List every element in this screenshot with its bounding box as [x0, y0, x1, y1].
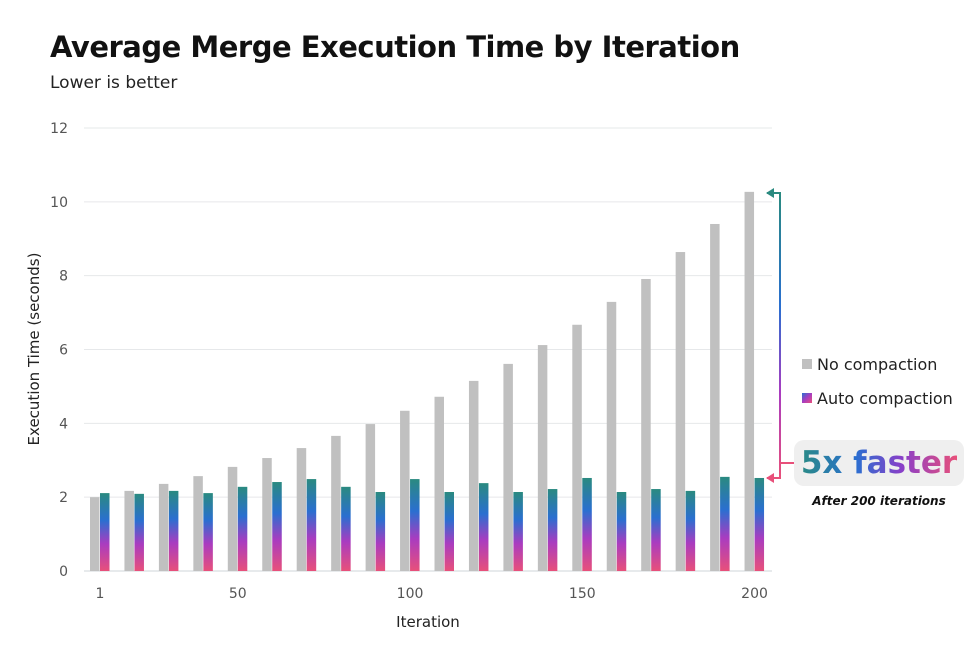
bar-auto-compaction [685, 490, 696, 571]
bar-auto-compaction [306, 479, 317, 571]
y-tick-label: 6 [59, 343, 68, 359]
speedup-note: After 200 iterations [812, 494, 946, 508]
bar-auto-compaction [651, 489, 661, 571]
x-tick-label: 1 [96, 586, 105, 602]
bar-no-compaction [365, 424, 376, 571]
bar-auto-compaction [754, 477, 765, 571]
x-tick-label: 200 [741, 586, 768, 602]
comparison-arrow [766, 188, 794, 483]
bar-no-compaction [296, 448, 307, 571]
bar-auto-compaction [513, 491, 523, 571]
bar-no-compaction [124, 490, 134, 571]
bar-auto-compaction [547, 489, 558, 571]
y-tick-label: 2 [59, 490, 68, 506]
bar-no-compaction [434, 396, 444, 571]
legend-swatch-no-compaction [802, 359, 812, 369]
bar-no-compaction [710, 223, 720, 571]
bar-no-compaction [400, 410, 410, 571]
bar-auto-compaction [478, 483, 489, 571]
bar-auto-compaction [410, 479, 420, 571]
bar-no-compaction [572, 324, 582, 571]
x-tick-label: 150 [569, 586, 596, 602]
bar-no-compaction [675, 252, 686, 572]
bar-auto-compaction [341, 486, 351, 571]
legend-swatch-auto-compaction [802, 393, 812, 403]
bar-no-compaction [158, 483, 169, 571]
legend: No compaction Auto compaction [802, 355, 953, 408]
bar-auto-compaction [720, 476, 730, 571]
y-axis-label: Execution Time (seconds) [25, 253, 43, 446]
y-tick-label: 0 [59, 564, 68, 580]
chart-title: Average Merge Execution Time by Iteratio… [50, 30, 740, 64]
legend-label-no-compaction: No compaction [817, 355, 937, 374]
speedup-headline: 5x faster [800, 445, 958, 481]
bar-auto-compaction [134, 493, 144, 571]
bar-no-compaction [744, 191, 755, 571]
bar-no-compaction [331, 435, 341, 571]
bar-auto-compaction [375, 491, 386, 571]
bar-auto-compaction [203, 493, 213, 571]
bar-no-compaction [606, 301, 617, 571]
bar-auto-compaction [616, 491, 627, 571]
bar-no-compaction [262, 458, 272, 571]
y-tick-label: 4 [59, 416, 68, 432]
bar-no-compaction [90, 497, 100, 571]
y-tick-label: 10 [50, 195, 68, 211]
bar-auto-compaction [237, 486, 248, 571]
bar-no-compaction [503, 363, 513, 571]
bar-auto-compaction [272, 482, 282, 571]
bar-no-compaction [641, 278, 651, 571]
bar-no-compaction [193, 476, 203, 571]
bar-no-compaction [468, 380, 479, 571]
x-axis-label: Iteration [396, 613, 460, 631]
legend-label-auto-compaction: Auto compaction [817, 389, 953, 408]
bar-no-compaction [227, 466, 238, 571]
bar-no-compaction [537, 345, 548, 571]
x-tick-label: 50 [229, 586, 247, 602]
bar-auto-compaction [582, 477, 592, 571]
chart-subtitle: Lower is better [50, 73, 178, 93]
bar-auto-compaction [100, 493, 110, 571]
y-tick-label: 8 [59, 269, 68, 285]
speedup-badge: 5x faster [794, 440, 964, 486]
bar-auto-compaction [444, 491, 454, 571]
bar-auto-compaction [168, 490, 179, 571]
x-tick-label: 100 [397, 586, 424, 602]
y-tick-label: 12 [50, 121, 68, 137]
